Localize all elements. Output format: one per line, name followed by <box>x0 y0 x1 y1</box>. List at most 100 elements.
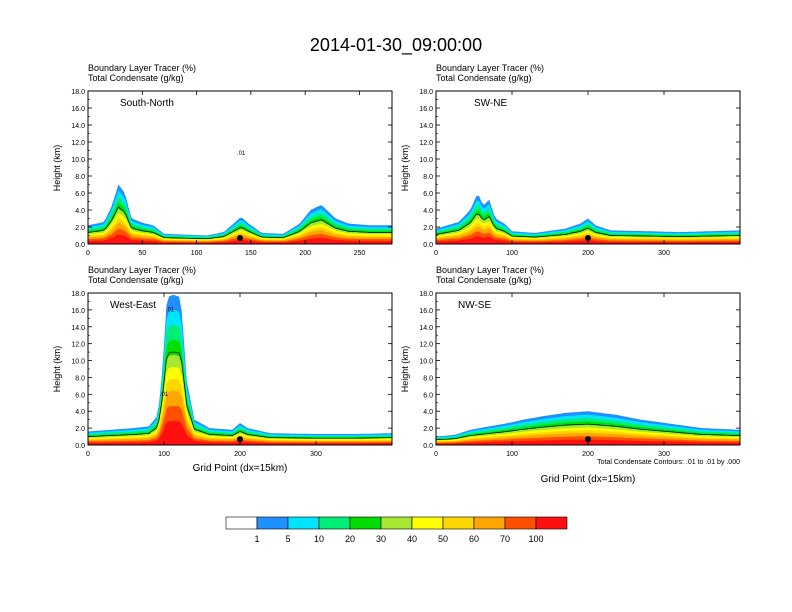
condensate-contour <box>88 206 392 240</box>
y-tick-label: 4.0 <box>75 208 85 215</box>
legend-swatch <box>287 516 320 530</box>
y-tick-label: 10.0 <box>71 359 85 366</box>
y-tick-label: 14.0 <box>419 123 433 130</box>
legend-label: 5 <box>285 534 290 544</box>
y-tick-label: 2.0 <box>75 225 85 232</box>
condensate-contour <box>436 213 740 238</box>
panel-title-condensate: Total Condensate (g/kg) <box>88 73 184 83</box>
y-tick-label: 18.0 <box>419 291 433 298</box>
y-tick-label: 6.0 <box>75 191 85 198</box>
y-tick-label: 6.0 <box>75 392 85 399</box>
y-tick-label: 2.0 <box>423 426 433 433</box>
condensate-contour <box>88 351 392 439</box>
y-tick-label: 14.0 <box>71 325 85 332</box>
legend-swatch <box>442 516 475 530</box>
y-tick-label: 10.0 <box>71 157 85 164</box>
x-tick-label: 200 <box>234 451 246 458</box>
tracer-field <box>88 295 392 445</box>
y-tick-label: 12.0 <box>71 140 85 147</box>
y-axis-label: Height (km) <box>52 346 62 393</box>
contour-footnote: Total Condensate Contours: .01 to .01 by… <box>597 459 740 466</box>
y-tick-label: 8.0 <box>423 174 433 181</box>
y-tick-label: 2.0 <box>75 426 85 433</box>
y-tick-label: 12.0 <box>71 342 85 349</box>
panel-sw-ne: Boundary Layer Tracer (%) Total Condensa… <box>400 63 741 257</box>
y-axis-label: Height (km) <box>52 145 62 192</box>
x-tick-label: 150 <box>245 250 257 257</box>
y-tick-label: 0.0 <box>423 443 433 450</box>
tracer-band-level-1 <box>436 195 740 244</box>
figure-title: 2014-01-30_09:00:00 <box>310 35 482 56</box>
legend-label: 60 <box>469 534 479 544</box>
tracer-band-level-10 <box>88 421 392 445</box>
x-tick-label: 100 <box>158 451 170 458</box>
legend-swatch <box>504 516 537 530</box>
x-tick-label: 0 <box>434 250 438 257</box>
y-tick-label: 16.0 <box>71 308 85 315</box>
y-tick-label: 0.0 <box>423 242 433 249</box>
legend-swatch <box>411 516 444 530</box>
legend-swatch <box>473 516 506 530</box>
y-tick-label: 16.0 <box>419 106 433 113</box>
color-legend: 1 5 10 20 30 40 50 60 70 100 <box>225 516 568 544</box>
panel-title-tracer: Boundary Layer Tracer (%) <box>88 265 196 275</box>
panel-nw-se: Boundary Layer Tracer (%) Total Condensa… <box>400 265 741 485</box>
location-marker <box>585 235 591 242</box>
x-tick-label: 300 <box>310 451 322 458</box>
x-tick-label: 0 <box>434 451 438 458</box>
legend-label: 30 <box>376 534 386 544</box>
legend-swatch <box>225 516 258 530</box>
x-tick-label: 300 <box>658 451 670 458</box>
panel-south-north: Boundary Layer Tracer (%) Total Condensa… <box>52 63 393 257</box>
y-tick-label: 4.0 <box>423 208 433 215</box>
legend-swatch <box>349 516 382 530</box>
legend-swatch <box>380 516 413 530</box>
tracer-band-level-10 <box>88 234 392 244</box>
legend-swatch <box>256 516 289 530</box>
legend-label: 100 <box>528 534 543 544</box>
panel-title-condensate: Total Condensate (g/kg) <box>88 275 184 285</box>
y-tick-label: 18.0 <box>71 291 85 298</box>
panel-label: South-North <box>120 98 174 109</box>
y-tick-label: 14.0 <box>419 325 433 332</box>
panel-title-tracer: Boundary Layer Tracer (%) <box>436 265 544 275</box>
y-tick-label: 8.0 <box>75 375 85 382</box>
tracer-band-level-5 <box>436 215 740 244</box>
panel-label: SW-NE <box>474 98 507 109</box>
legend-label: 40 <box>407 534 417 544</box>
contour-label: .01 <box>160 392 169 398</box>
x-tick-label: 250 <box>354 250 366 257</box>
y-tick-label: 18.0 <box>71 89 85 96</box>
legend-swatch <box>535 516 568 530</box>
y-tick-label: 12.0 <box>419 140 433 147</box>
y-tick-label: 4.0 <box>75 409 85 416</box>
x-tick-label: 200 <box>299 250 311 257</box>
panel-title-tracer: Boundary Layer Tracer (%) <box>436 63 544 73</box>
panel-title-tracer: Boundary Layer Tracer (%) <box>88 63 196 73</box>
legend-label: 1 <box>254 534 259 544</box>
x-tick-label: 0 <box>86 250 90 257</box>
y-tick-label: 18.0 <box>419 89 433 96</box>
y-axis-label: Height (km) <box>400 145 410 192</box>
panel-label: West-East <box>110 300 156 311</box>
x-tick-label: 100 <box>506 451 518 458</box>
plot-area: 0.0 2.0 4.0 6.0 8.0 10.0 12.0 14.0 16.0 18.0 0 100 2… <box>419 89 741 257</box>
panel-label: NW-SE <box>458 300 491 311</box>
y-tick-label: 14.0 <box>71 123 85 130</box>
y-tick-label: 8.0 <box>423 375 433 382</box>
plot-area: 0.0 2.0 4.0 6.0 8.0 10.0 12.0 14.0 16.0 18.0 0 100 2… <box>419 291 741 458</box>
tracer-band-level-7 <box>436 222 740 244</box>
x-tick-label: 0 <box>86 451 90 458</box>
legend-label: 10 <box>314 534 324 544</box>
y-tick-label: 0.0 <box>75 242 85 249</box>
plot-area: 0.0 2.0 4.0 6.0 8.0 10.0 12.0 14.0 16.0 18.0 0 100 2… <box>71 291 393 458</box>
y-tick-label: 6.0 <box>423 191 433 198</box>
contour-label: .01 <box>237 151 246 157</box>
y-tick-label: 10.0 <box>419 157 433 164</box>
legend-swatch <box>318 516 351 530</box>
y-tick-label: 4.0 <box>423 409 433 416</box>
y-tick-label: 6.0 <box>423 392 433 399</box>
x-tick-label: 200 <box>582 451 594 458</box>
legend-label: 20 <box>345 534 355 544</box>
x-axis-label: Grid Point (dx=15km) <box>541 474 636 485</box>
